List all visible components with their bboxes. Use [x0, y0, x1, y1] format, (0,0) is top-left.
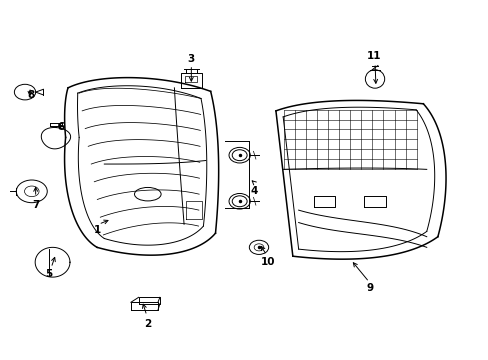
- Text: 3: 3: [187, 54, 195, 64]
- Text: 8: 8: [27, 90, 34, 100]
- Text: 6: 6: [57, 122, 64, 132]
- Text: 10: 10: [260, 257, 274, 266]
- Text: 9: 9: [366, 283, 373, 293]
- Text: 11: 11: [366, 51, 381, 61]
- Text: 1: 1: [93, 225, 101, 235]
- Text: 7: 7: [32, 200, 39, 210]
- Text: 4: 4: [250, 186, 257, 195]
- Text: 5: 5: [45, 269, 52, 279]
- Text: 2: 2: [144, 319, 151, 329]
